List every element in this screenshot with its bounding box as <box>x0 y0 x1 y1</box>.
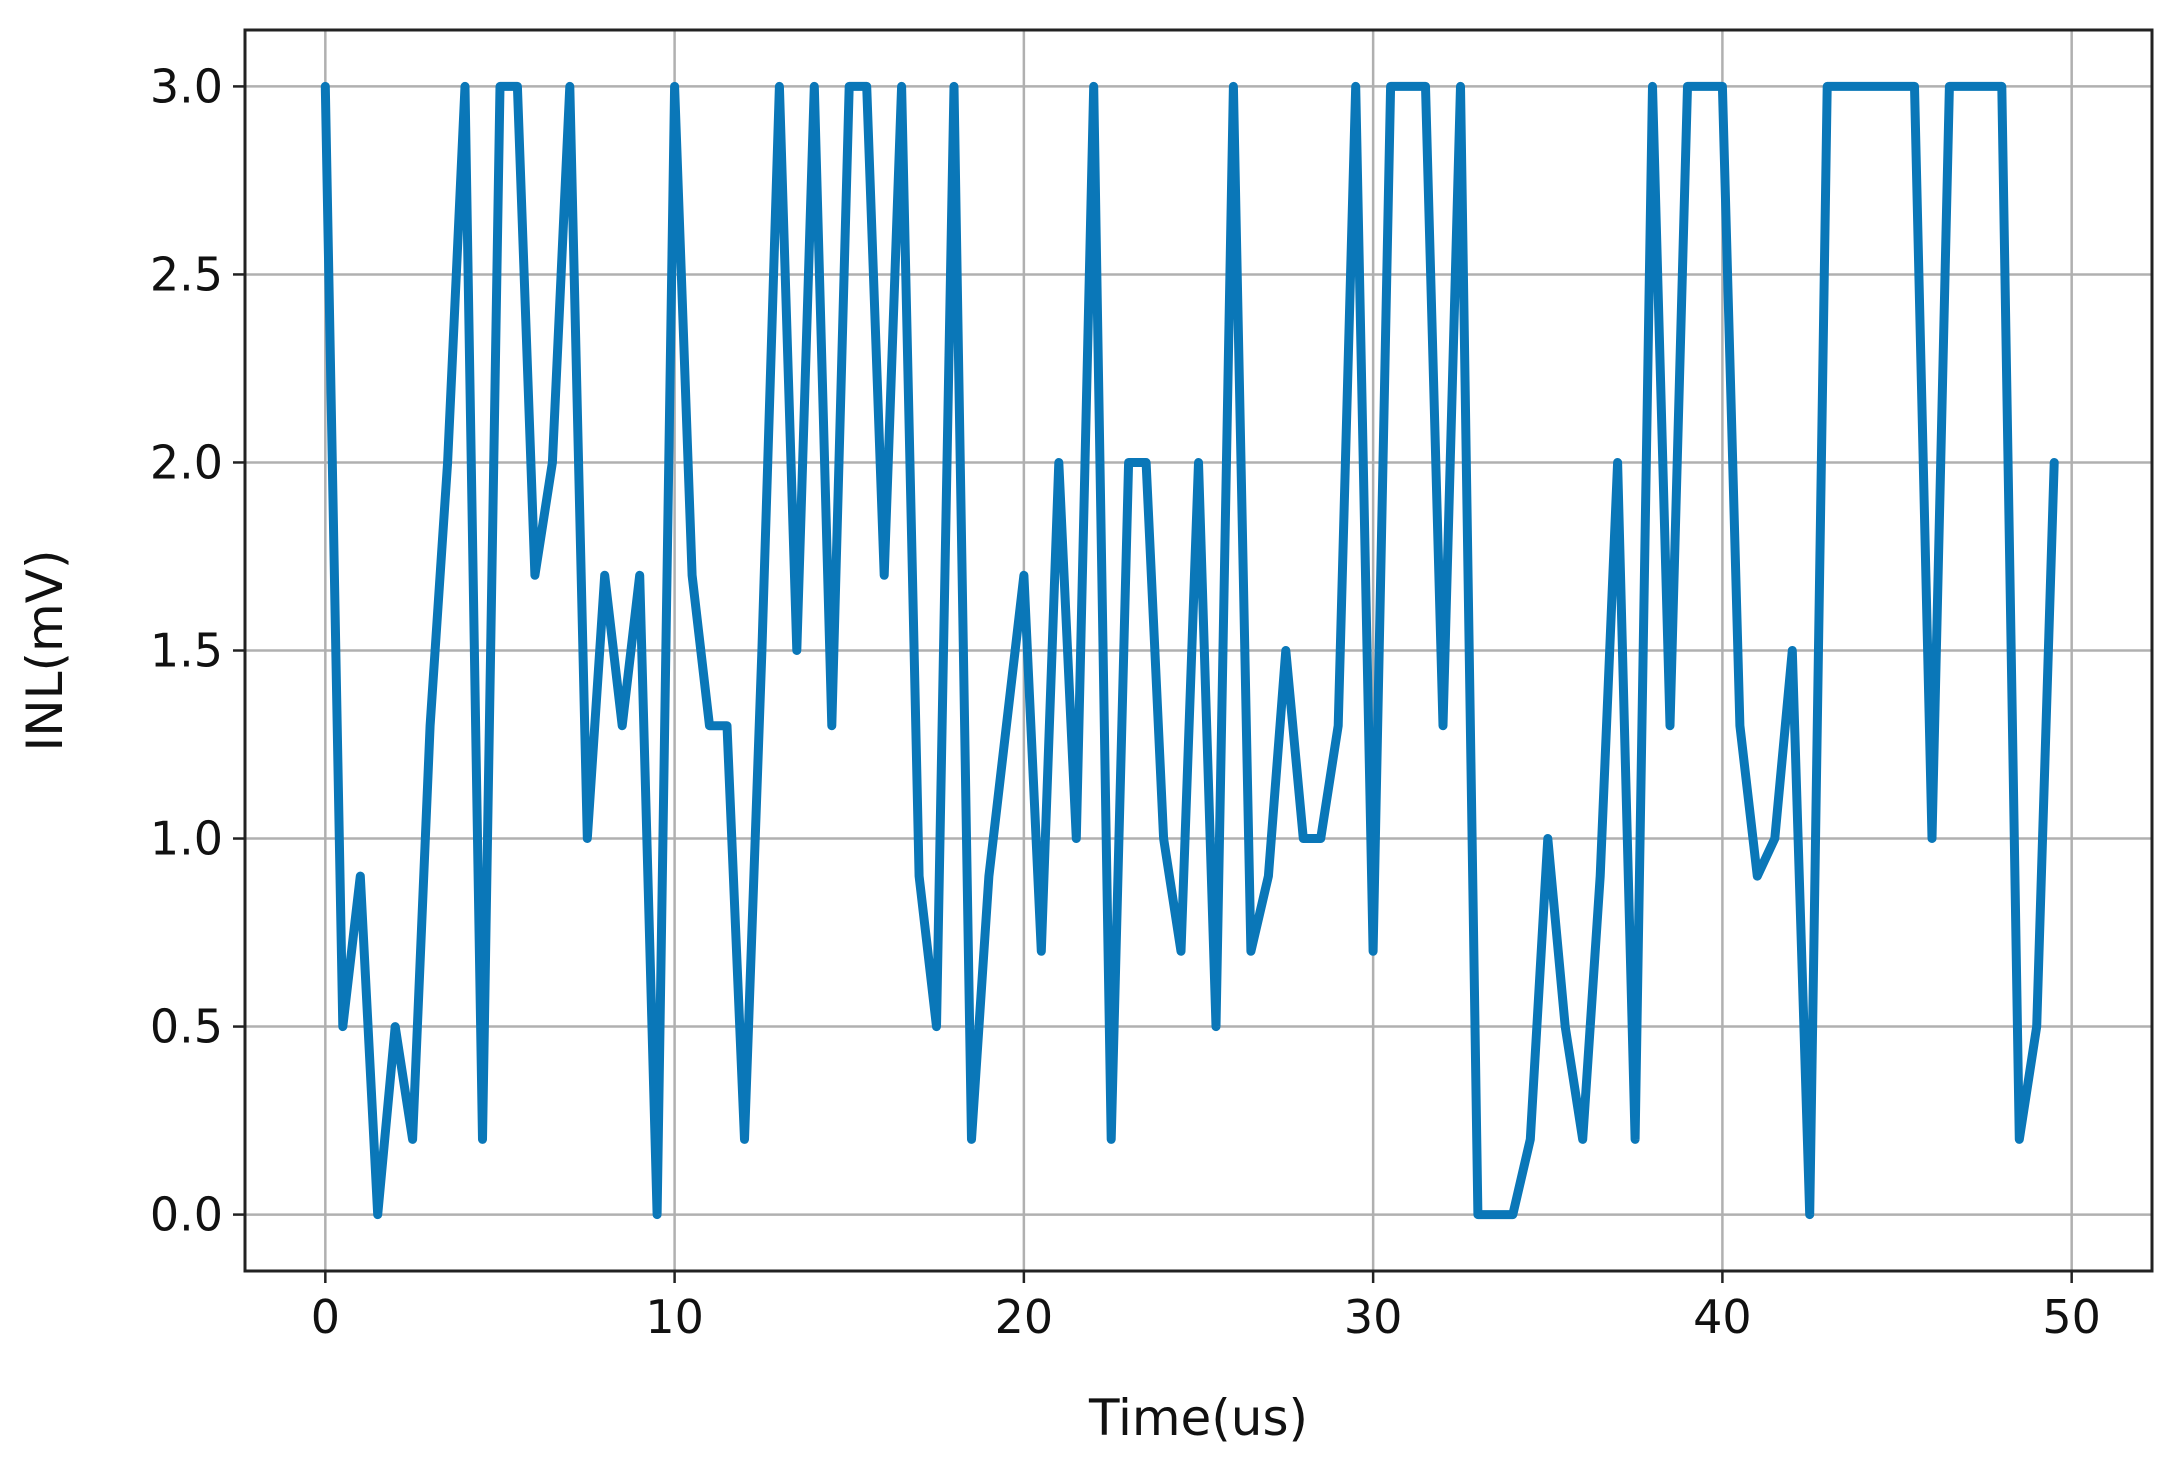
y-tick-label: 0.0 <box>150 1188 223 1242</box>
x-tick-label: 0 <box>311 1290 340 1344</box>
x-tick-label: 40 <box>1693 1290 1752 1344</box>
y-tick-label: 3.0 <box>150 59 223 113</box>
y-tick-label: 2.5 <box>150 247 223 301</box>
plot-series <box>320 81 2059 1220</box>
y-axis-label: INL(mV) <box>16 550 74 752</box>
x-tick-label: 50 <box>2042 1290 2101 1344</box>
x-tick-label: 30 <box>1344 1290 1403 1344</box>
y-tick-label: 0.5 <box>150 1000 223 1054</box>
x-tick-label: 10 <box>645 1290 704 1344</box>
x-tick-label: 20 <box>995 1290 1054 1344</box>
x-axis-label: Time(us) <box>1088 1389 1308 1447</box>
y-tick-label: 2.0 <box>150 435 223 489</box>
series-line <box>320 81 2059 1220</box>
ticks: 0 10 20 30 40 50 0.0 0.5 1.0 1.5 2.0 2.5 3.0 <box>150 59 2101 1344</box>
y-tick-label: 1.0 <box>150 812 223 866</box>
y-tick-label: 1.5 <box>150 624 223 678</box>
